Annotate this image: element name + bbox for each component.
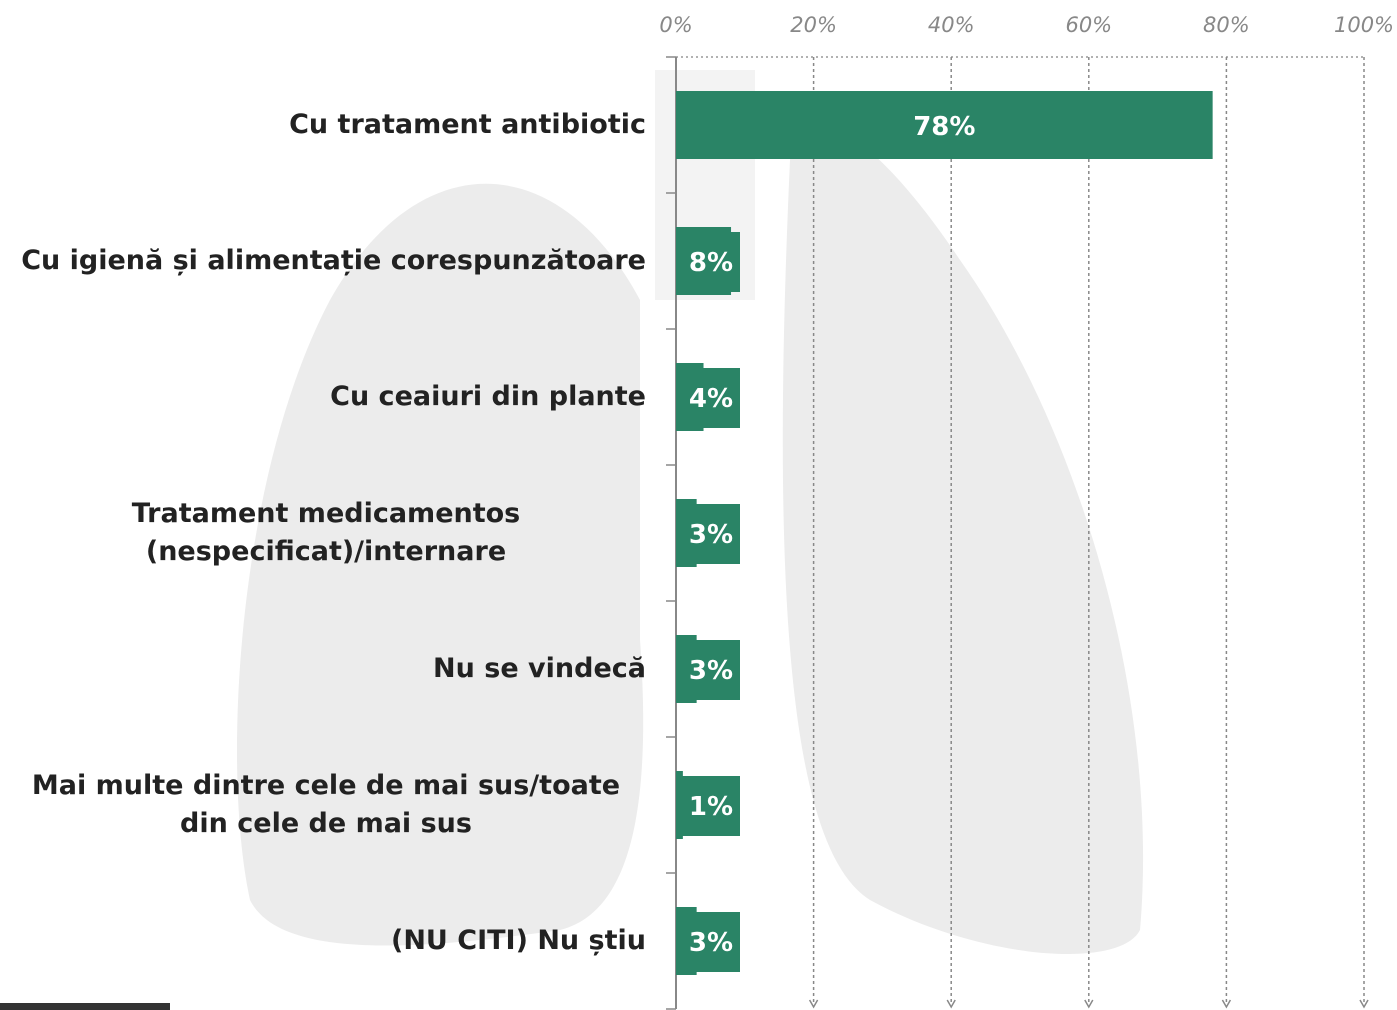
value-label-box <box>682 640 740 700</box>
category-label-row: (NU CITI) Nu știu <box>0 891 646 991</box>
x-tick-label: 40% <box>928 13 975 37</box>
value-label-box <box>682 912 740 972</box>
x-tick-label: 80% <box>1203 13 1250 37</box>
x-tick-label: 100% <box>1334 13 1394 37</box>
value-label: 3% <box>689 928 733 958</box>
category-label: Cu ceaiuri din plante <box>330 381 646 412</box>
category-label-row: Cu ceaiuri din plante <box>0 347 646 447</box>
grid-arrow <box>808 999 819 1009</box>
value-label: 8% <box>689 248 733 278</box>
value-label-box <box>682 368 740 428</box>
value-label: 3% <box>689 656 733 686</box>
category-label-row: Cu igienă și alimentație corespunzătoare <box>0 211 646 311</box>
value-label: 78% <box>913 112 975 142</box>
bar <box>676 771 683 839</box>
category-label: Cu igienă și alimentație corespunzătoare <box>21 245 646 276</box>
grid-arrow <box>1084 999 1094 1009</box>
value-label: 1% <box>689 792 733 822</box>
category-label-row: Cu tratament antibiotic <box>0 75 646 175</box>
value-label-box <box>682 232 740 292</box>
category-label-row: Nu se vindecă <box>0 619 646 719</box>
bar <box>676 91 1213 159</box>
value-label-box <box>682 504 740 564</box>
category-label: Nu se vindecă <box>433 653 646 684</box>
category-label: Mai multe dintre cele de mai sus/toate d… <box>31 770 621 839</box>
corner-bar <box>0 1003 170 1010</box>
category-label: Cu tratament antibiotic <box>289 109 646 140</box>
grid-arrow <box>1221 999 1232 1009</box>
x-tick-label: 0% <box>659 13 692 37</box>
x-tick-label: 20% <box>790 13 837 37</box>
grid-arrow <box>946 999 956 1009</box>
category-label: (NU CITI) Nu știu <box>391 925 646 956</box>
x-tick-label: 60% <box>1065 13 1112 37</box>
category-label: Tratament medicamentos (nespecificat)/in… <box>131 498 521 567</box>
value-label: 4% <box>689 384 733 414</box>
value-label-box <box>682 776 740 836</box>
category-label-row: Tratament medicamentos (nespecificat)/in… <box>0 483 646 583</box>
grid-arrow <box>1359 999 1369 1009</box>
category-label-row: Mai multe dintre cele de mai sus/toate d… <box>0 755 646 855</box>
value-label: 3% <box>689 520 733 550</box>
